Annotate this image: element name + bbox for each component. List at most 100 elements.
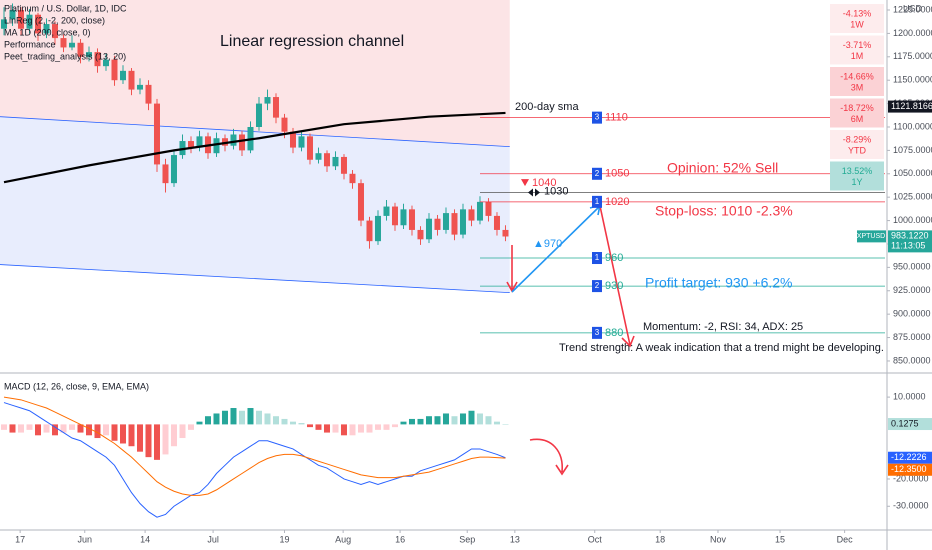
macd-histogram-bar: [26, 424, 33, 430]
macd-histogram-bar: [476, 413, 483, 425]
y-tick-label: 950.0000: [893, 262, 931, 272]
level-label: 1050: [605, 168, 629, 180]
value-tag: [888, 463, 932, 476]
candle-body: [170, 155, 177, 184]
macd-histogram-bar: [85, 424, 92, 436]
channel-upper: [0, 116, 510, 148]
macd-histogram-bar: [77, 424, 84, 433]
candle-body: [43, 24, 50, 34]
macd-histogram-bar: [170, 424, 177, 447]
macd-line: [3, 396, 506, 496]
macd-histogram-bar: [153, 424, 160, 460]
trend-strength: Trend strength: A weak indication that a…: [559, 342, 884, 354]
candle-body: [136, 84, 143, 90]
symbol-tag: [857, 230, 886, 243]
y-tick-label: 10.0000: [893, 391, 926, 401]
macd-histogram-bar: [213, 413, 220, 425]
macd-histogram-bar: [221, 410, 228, 425]
channel-title: Linear regression channel: [220, 33, 404, 50]
arrow-label: ▲970: [533, 238, 562, 250]
level-box: [592, 280, 602, 293]
y-tick-label: 1025.0000: [893, 192, 932, 202]
candle-body: [391, 206, 398, 226]
perf-period: 1M: [851, 51, 864, 61]
candle-body: [357, 183, 364, 221]
perf-period: YTD: [848, 145, 867, 155]
macd-histogram-bar: [298, 423, 305, 425]
candle-body: [459, 209, 466, 235]
candle-body: [340, 156, 347, 174]
level-box: [592, 326, 602, 339]
candle-body: [221, 138, 228, 146]
macd-histogram-bar: [204, 416, 211, 425]
channel-lower: [0, 264, 510, 294]
value-tag-label: -12.3500: [891, 464, 927, 474]
macd-histogram-bar: [340, 424, 347, 436]
level-num: 3: [595, 328, 600, 337]
level-label: 1110: [605, 112, 628, 124]
perf-change: -4.13%: [843, 8, 872, 18]
perf-period: 3M: [851, 82, 864, 92]
candle-body: [230, 134, 237, 146]
macd-histogram-bar: [102, 424, 109, 436]
macd-histogram-bar: [383, 424, 390, 430]
macd-histogram-bar: [349, 424, 356, 436]
macd-histogram-bar: [17, 424, 24, 433]
macd-histogram-bar: [111, 424, 118, 441]
level-box: [592, 195, 602, 208]
candle-body: [476, 201, 483, 221]
x-tick-label: Dec: [837, 534, 854, 544]
x-tick-label: 17: [15, 534, 25, 544]
x-tick-label: 16: [395, 534, 405, 544]
candle-body: [26, 14, 33, 29]
candle-body: [425, 218, 432, 240]
candle-body: [102, 59, 109, 67]
value-tag-label: 0.1275: [891, 418, 919, 428]
y-tick-label: 1050.0000: [893, 168, 932, 178]
arrow: [599, 205, 635, 348]
sma-line: [3, 111, 506, 184]
perf-cell: [830, 130, 884, 159]
perf-cell: [830, 4, 884, 33]
level-label: 930: [605, 280, 623, 292]
macd-histogram-bar: [502, 424, 509, 425]
macd-histogram-bar: [357, 424, 364, 433]
macd-histogram-bar: [417, 418, 424, 425]
level-box: [592, 252, 602, 265]
perf-cell: [830, 161, 884, 191]
candle-body: [264, 97, 271, 104]
perf-change: -18.72%: [840, 103, 874, 113]
price-tag: [888, 230, 932, 253]
candle-body: [60, 38, 67, 48]
candle-body: [145, 84, 152, 104]
candle-body: [119, 70, 126, 81]
macd-histogram-bar: [9, 424, 16, 433]
marker-high-label: 1040: [532, 177, 556, 189]
macd-histogram-bar: [306, 424, 313, 428]
macd-histogram-bar: [451, 416, 458, 425]
y-tick-label: 1150.0000: [893, 75, 932, 85]
perf-period: 1Y: [851, 177, 862, 187]
indicator-legend: Peet_trading_analysis (13, 20): [4, 51, 126, 61]
macd-histogram-bar: [459, 413, 466, 425]
candle-body: [196, 136, 203, 148]
level-num: 1: [595, 253, 600, 262]
candle-body: [383, 206, 390, 216]
value-tag-label: -12.2226: [891, 452, 927, 462]
candle-body: [502, 229, 509, 237]
x-tick-label: 14: [140, 534, 150, 544]
candle-body: [485, 201, 492, 216]
candle-body: [306, 136, 313, 160]
symbol-tag-label: XPTUSD: [857, 233, 885, 240]
level-num: 1: [595, 197, 600, 206]
y-tick-label: 850.0000: [893, 355, 931, 365]
macd-histogram-bar: [51, 424, 58, 436]
marker-high-icon: [521, 179, 529, 187]
sma-tag-label: 1121.8166: [891, 101, 932, 111]
macd-histogram-bar: [366, 424, 373, 433]
y-tick-label: 1200.0000: [893, 28, 932, 38]
sma-label: 200-day sma: [515, 101, 579, 113]
price-tag-label: 983.1220: [891, 231, 929, 241]
candle-body: [272, 97, 279, 118]
macd-histogram-bar: [408, 418, 415, 425]
